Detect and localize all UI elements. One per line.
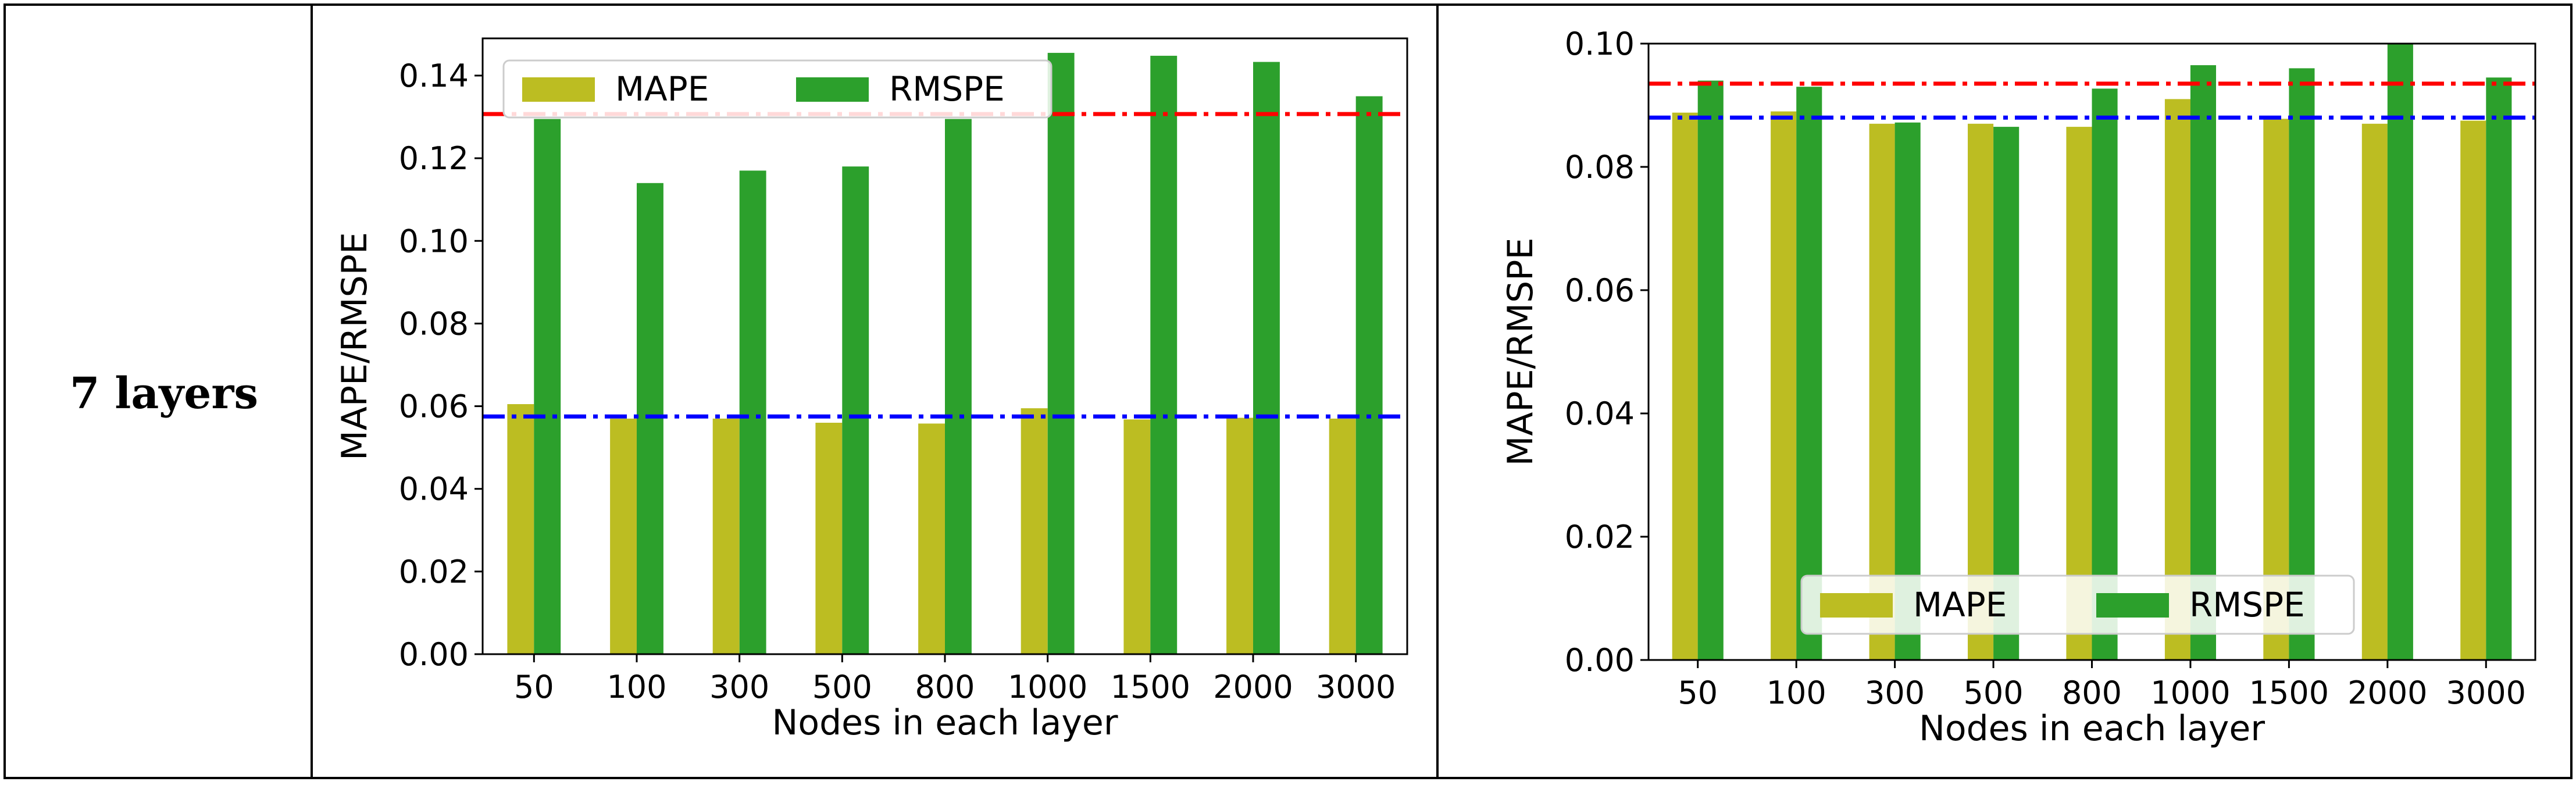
table-grid bbox=[3, 3, 2573, 779]
legend-label-rmspe: RMSPE bbox=[889, 69, 1005, 109]
x-tick-label: 300 bbox=[709, 669, 769, 705]
legend-swatch-mape bbox=[1820, 593, 1893, 618]
bar-mape-1000 bbox=[1021, 408, 1048, 654]
table-outer-border bbox=[3, 3, 2573, 779]
bar-mape-2000 bbox=[2361, 123, 2388, 661]
y-tick-label: 0.04 bbox=[1565, 395, 1635, 432]
bar-rmspe-100 bbox=[1796, 87, 1822, 660]
y-tick-label: 0.10 bbox=[1565, 26, 1635, 62]
bar-rmspe-1000 bbox=[1047, 52, 1075, 654]
y-axis-label: MAPE/RMSPE bbox=[334, 232, 375, 461]
y-tick-label: 0.12 bbox=[399, 140, 469, 177]
bar-mape-500 bbox=[815, 423, 843, 654]
y-tick-label: 0.10 bbox=[399, 223, 469, 259]
x-tick-label: 100 bbox=[606, 669, 666, 705]
chart-right: 0.00 0.02 0.04 0.06 0.08 0.10 50 100 300 500 800 10… bbox=[1500, 26, 2536, 749]
legend-label-mape: MAPE bbox=[615, 69, 709, 109]
bar-rmspe-50 bbox=[534, 119, 561, 655]
bar-mape-100 bbox=[1771, 111, 1797, 661]
bar-mape-500 bbox=[1968, 123, 1994, 661]
x-tick-label: 500 bbox=[1964, 675, 2024, 711]
x-tick-label: 50 bbox=[514, 669, 554, 705]
legend-box bbox=[1800, 575, 2355, 635]
x-tick-label: 2000 bbox=[2347, 675, 2427, 711]
y-tick-label: 0.00 bbox=[399, 636, 469, 673]
x-tick-label: 2000 bbox=[1213, 669, 1293, 705]
legend-label-mape: MAPE bbox=[1913, 585, 2007, 625]
bar-mape-3000 bbox=[1329, 418, 1356, 654]
x-tick-label: 800 bbox=[2062, 675, 2122, 711]
legend-label-rmspe: RMSPE bbox=[2189, 585, 2305, 625]
bar-rmspe-3000 bbox=[1355, 96, 1383, 654]
bar-mape-100 bbox=[610, 418, 637, 654]
row-label: 7 layers bbox=[70, 369, 258, 419]
y-tick-label: 0.04 bbox=[399, 471, 469, 508]
y-tick-label: 0.14 bbox=[399, 58, 469, 94]
legend-swatch-rmspe bbox=[796, 77, 869, 102]
x-tick-label: 3000 bbox=[1316, 669, 1396, 705]
x-tick-label: 50 bbox=[1678, 675, 1718, 711]
bar-mape-1500 bbox=[1123, 419, 1151, 654]
bar-rmspe-2000 bbox=[1253, 62, 1280, 654]
chart-left: 0.00 0.02 0.04 0.06 0.08 0.10 0.12 0.14 50 100 300… bbox=[334, 37, 1408, 743]
bar-rmspe-1500 bbox=[1150, 55, 1178, 654]
bar-rmspe-800 bbox=[2092, 88, 2118, 660]
bar-mape-1500 bbox=[2263, 119, 2289, 661]
bar-rmspe-500 bbox=[1993, 127, 2020, 661]
bar-rmspe-300 bbox=[1894, 122, 1921, 660]
bar-mape-800 bbox=[2066, 127, 2092, 661]
y-tick-label: 0.02 bbox=[1565, 519, 1635, 555]
y-tick-label: 0.08 bbox=[399, 305, 469, 342]
bar-rmspe-100 bbox=[637, 183, 663, 654]
bar-rmspe-800 bbox=[945, 119, 972, 655]
bar-rmspe-500 bbox=[842, 166, 869, 654]
x-tick-label: 1500 bbox=[2249, 675, 2329, 711]
bar-mape-3000 bbox=[2460, 120, 2486, 660]
x-axis-label: Nodes in each layer bbox=[772, 702, 1118, 743]
y-tick-label: 0.00 bbox=[1565, 642, 1635, 679]
y-tick-label: 0.08 bbox=[1565, 149, 1635, 185]
bar-mape-800 bbox=[918, 423, 945, 654]
x-tick-label: 1500 bbox=[1111, 669, 1190, 705]
legend-box bbox=[502, 59, 1052, 119]
x-tick-label: 500 bbox=[812, 669, 872, 705]
bar-rmspe-300 bbox=[739, 170, 766, 654]
legend-swatch-mape bbox=[522, 77, 595, 102]
bar-mape-300 bbox=[712, 418, 740, 654]
bar-mape-50 bbox=[1672, 112, 1698, 660]
bar-rmspe-1500 bbox=[2289, 68, 2315, 660]
x-tick-label: 300 bbox=[1865, 675, 1925, 711]
legend-swatch-rmspe bbox=[2096, 593, 2169, 618]
bar-mape-1000 bbox=[2164, 99, 2190, 660]
bar-rmspe-1000 bbox=[2190, 65, 2216, 661]
y-tick-label: 0.06 bbox=[399, 388, 469, 425]
bar-rmspe-3000 bbox=[2486, 77, 2512, 661]
bar-mape-50 bbox=[507, 404, 534, 654]
x-tick-label: 3000 bbox=[2446, 675, 2526, 711]
y-axis-label: MAPE/RMSPE bbox=[1500, 238, 1541, 466]
bar-mape-2000 bbox=[1226, 418, 1253, 654]
y-tick-label: 0.02 bbox=[399, 554, 469, 590]
x-tick-label: 100 bbox=[1767, 675, 1826, 711]
x-axis-label: Nodes in each layer bbox=[1919, 708, 2265, 749]
x-tick-label: 1000 bbox=[2150, 675, 2230, 711]
bar-mape-300 bbox=[1869, 123, 1895, 661]
x-tick-label: 800 bbox=[915, 669, 975, 705]
bar-rmspe-50 bbox=[1697, 80, 1724, 661]
bar-rmspe-2000 bbox=[2387, 44, 2413, 660]
x-tick-label: 1000 bbox=[1008, 669, 1087, 705]
y-tick-label: 0.06 bbox=[1565, 272, 1635, 309]
